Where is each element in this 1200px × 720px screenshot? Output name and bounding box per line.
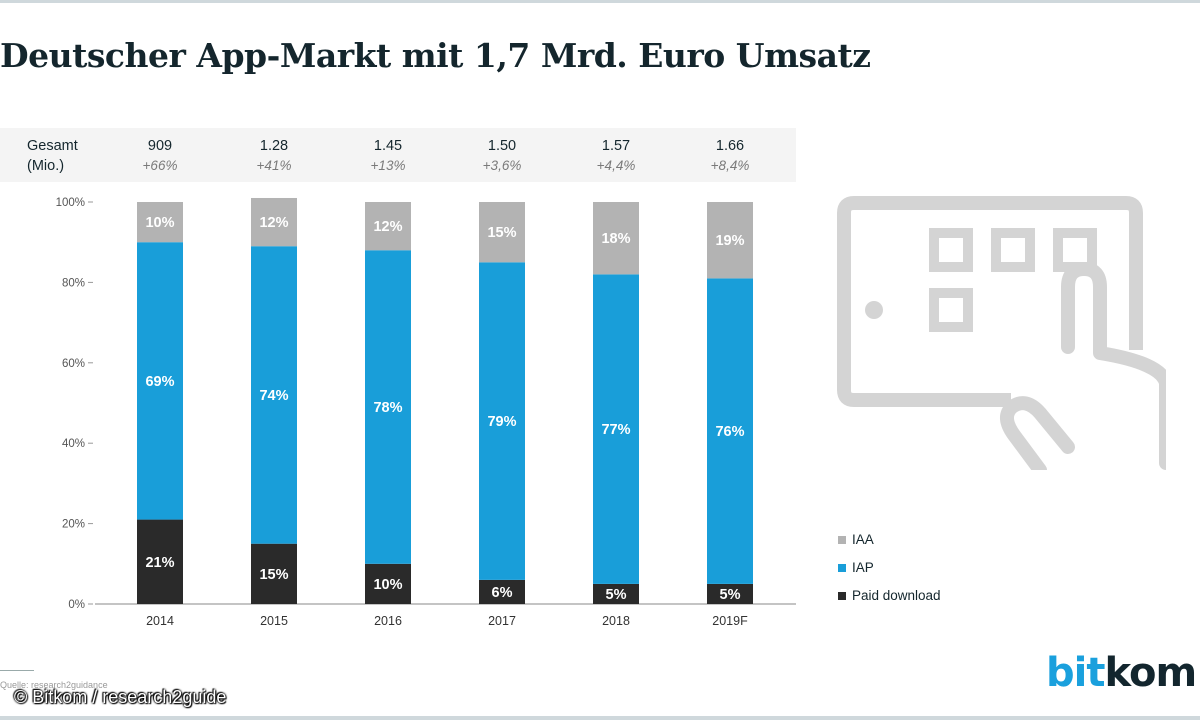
source-note: Quelle: research2guidance	[0, 680, 108, 690]
growth-value: +8,4%	[710, 158, 750, 173]
bar-segment-iaa	[365, 202, 411, 251]
y-tick-label: 40%	[62, 438, 85, 450]
bar-segment-iap	[137, 242, 183, 520]
y-tick-label: 60%	[62, 358, 85, 370]
total-value: 1.66	[715, 138, 745, 154]
total-value: 1.57	[601, 138, 631, 154]
y-tick-label: 80%	[62, 277, 85, 289]
totals-column: 1.45 +13%	[343, 136, 433, 176]
totals-label-line2: (Mio.)	[27, 158, 65, 174]
stacked-bar-chart: 0% 20% 40% 60% 80% 100% 21% 69% 10% 2014 15% 74% 12%…	[56, 197, 796, 628]
bar-segment-iaa	[137, 202, 183, 243]
total-value: 1.50	[487, 138, 517, 154]
page-title: Deutscher App-Markt mit 1,7 Mrd. Euro Um…	[0, 36, 871, 75]
x-tick-label: 2016	[374, 614, 402, 628]
data-label-iap: 69%	[145, 374, 174, 390]
bar-segment-paid-download	[365, 563, 411, 604]
data-label-iaa: 15%	[487, 225, 516, 241]
bar-segment-paid-download	[251, 543, 297, 604]
data-label-iap: 79%	[487, 414, 516, 430]
bar-segment-iaa	[707, 202, 753, 279]
source-divider	[0, 670, 34, 671]
x-tick-label: 2018	[602, 614, 630, 628]
growth-value: +4,4%	[596, 158, 636, 173]
data-label-iaa: 19%	[715, 233, 744, 249]
totals-column: 1.50 +3,6%	[457, 136, 547, 176]
totals-column: 1.66 +8,4%	[685, 136, 775, 176]
legend-swatch	[838, 536, 846, 544]
data-label-iaa: 10%	[145, 215, 174, 231]
y-tick-label: 20%	[62, 519, 85, 531]
legend-label: IAP	[852, 560, 874, 575]
data-label-iaa: 18%	[601, 231, 630, 247]
bitkom-logo: bitkom	[1046, 650, 1197, 696]
bar-segment-iap	[479, 262, 525, 580]
top-rule	[0, 0, 1200, 3]
growth-value: +66%	[142, 158, 178, 173]
totals-column: 1.28 +41%	[229, 136, 319, 176]
data-label-iap: 77%	[601, 422, 630, 438]
total-value: 1.28	[259, 138, 289, 154]
bar-segment-iaa	[479, 202, 525, 263]
growth-value: +41%	[256, 158, 292, 173]
growth-value: +3,6%	[482, 158, 522, 173]
bar-segment-iap	[707, 278, 753, 584]
tablet-touch-icon	[837, 196, 1166, 470]
bar-segment-iap	[593, 274, 639, 584]
legend-label: IAA	[852, 532, 874, 547]
data-label-paid-download: 15%	[259, 567, 288, 583]
logo-part-kom: kom	[1104, 650, 1197, 696]
total-value: 909	[147, 138, 173, 154]
bar-segment-iap	[365, 250, 411, 564]
x-tick-label: 2014	[146, 614, 174, 628]
growth-value: +13%	[370, 158, 406, 173]
data-label-paid-download: 21%	[145, 555, 174, 571]
totals-column: 1.57 +4,4%	[571, 136, 661, 176]
bar-segment-iaa	[593, 202, 639, 275]
data-label-iap: 74%	[259, 388, 288, 404]
legend-swatch	[838, 564, 846, 572]
bar-segment-iaa	[251, 197, 297, 247]
data-label-iap: 76%	[715, 424, 744, 440]
x-tick-label: 2015	[260, 614, 288, 628]
data-label-iap: 78%	[373, 400, 402, 416]
y-tick-label: 0%	[68, 599, 85, 611]
totals-header: Gesamt (Mio.) 909 +66% 1.28 +41% 1.45 +1…	[0, 128, 796, 182]
y-tick-label: 100%	[56, 197, 85, 209]
bar-segment-paid-download	[479, 579, 525, 604]
totals-label: Gesamt (Mio.)	[27, 136, 78, 176]
logo-part-bit: bit	[1046, 650, 1105, 696]
totals-column: 909 +66%	[115, 136, 205, 176]
x-tick-label: 2017	[488, 614, 516, 628]
bar-segment-paid-download	[137, 519, 183, 604]
data-label-paid-download: 10%	[373, 577, 402, 593]
data-label-paid-download: 5%	[720, 587, 741, 603]
bar-segment-iap	[251, 246, 297, 544]
data-label-paid-download: 6%	[492, 585, 513, 601]
data-label-paid-download: 5%	[606, 587, 627, 603]
bar-segment-paid-download	[593, 583, 639, 604]
totals-label-line1: Gesamt	[27, 138, 78, 154]
legend-label: Paid download	[852, 588, 941, 603]
bar-segment-paid-download	[707, 583, 753, 604]
data-label-iaa: 12%	[259, 215, 288, 231]
data-label-iaa: 12%	[373, 219, 402, 235]
copyright-watermark: © Bitkom / research2guide	[14, 687, 227, 707]
bottom-rule	[0, 716, 1200, 720]
total-value: 1.45	[373, 138, 403, 154]
legend-swatch	[838, 592, 846, 600]
x-tick-label: 2019F	[712, 614, 748, 628]
